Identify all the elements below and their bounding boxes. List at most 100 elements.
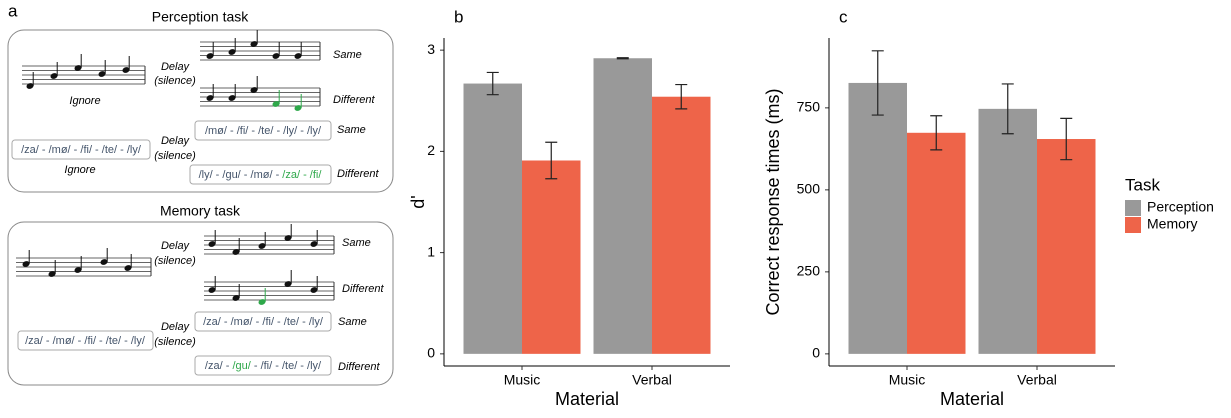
y-tick-label: 3 [427, 41, 435, 57]
same: Same [342, 237, 371, 249]
sequence-part: /za/ - [205, 360, 233, 372]
legend-title: Task [1125, 175, 1160, 194]
task-title: Perception task [152, 9, 249, 25]
bar [978, 108, 1037, 354]
sequence: /za/ - /mø/ - /fi/ - /te/ - /ly/ [25, 335, 146, 347]
sequence-box [194, 355, 332, 376]
different: Different [342, 283, 385, 295]
sequence: /za/ - /mø/ - /fi/ - /te/ - /ly/ [21, 144, 142, 156]
error-bar [930, 115, 943, 151]
sequence-part: /za/ - /mø/ - /fi/ - /te/ - /ly/ [21, 144, 142, 156]
same: Same [338, 316, 367, 328]
delay: Delay [161, 135, 191, 147]
sequence-part: /za/ - /mø/ - /fi/ - /te/ - /ly/ [25, 335, 146, 347]
note [98, 71, 106, 77]
y-tick-label: 1 [427, 243, 435, 259]
different: Different [338, 361, 381, 373]
x-tick-label: Music [504, 372, 541, 388]
note [48, 271, 56, 277]
error-bar [1060, 117, 1073, 161]
x-tick-label: Verbal [1017, 372, 1057, 388]
delay: Delay [161, 61, 191, 73]
sequence-part: /za/ - /fi/ [282, 169, 322, 181]
note [232, 295, 240, 301]
sequence-part: /ly/ - /gu/ - /mø/ - [199, 169, 283, 181]
note [284, 235, 292, 241]
sequence-part: /mø/ - /fi/ - /te/ - /ly/ - /ly/ [205, 125, 322, 137]
x-tick-label: Verbal [632, 372, 672, 388]
note [74, 267, 82, 273]
note [228, 49, 236, 55]
sequence-part: /za/ - /mø/ - /fi/ - /te/ - /ly/ [203, 316, 324, 328]
error-bar [1001, 83, 1014, 135]
sequence: /za/ - /mø/ - /fi/ - /te/ - /ly/ [203, 316, 324, 328]
note [250, 41, 258, 47]
note [208, 287, 216, 293]
sequence-box [189, 164, 332, 185]
note [122, 67, 130, 73]
sequence-box [194, 311, 332, 332]
legend-swatch [1125, 217, 1141, 233]
note [206, 95, 214, 101]
panel-label: a [8, 1, 18, 20]
delay: (silence) [154, 336, 196, 348]
note [258, 299, 266, 305]
bar [907, 132, 966, 354]
y-tick-label: 2 [427, 142, 435, 158]
task-box [7, 29, 394, 193]
bar [463, 83, 522, 354]
panel-label: b [454, 7, 463, 26]
note [124, 265, 132, 271]
sequence-box [194, 120, 332, 141]
note [284, 281, 292, 287]
sequence: /mø/ - /fi/ - /te/ - /ly/ - /ly/ [205, 125, 322, 137]
note [228, 95, 236, 101]
legend-label: Memory [1147, 216, 1198, 232]
y-tick-label: 0 [812, 345, 820, 361]
ignore: Ignore [69, 95, 100, 107]
y-axis-label: Correct response times (ms) [763, 88, 783, 315]
note [294, 53, 302, 59]
note [294, 105, 302, 111]
bar [522, 160, 581, 354]
same: Same [337, 124, 366, 136]
error-bar [675, 83, 688, 110]
sequence-part: /gu/ [232, 360, 251, 372]
sequence-box [11, 139, 151, 160]
bar [593, 58, 652, 354]
legend-label: Perception [1147, 199, 1214, 215]
task-box [7, 221, 394, 386]
note [250, 87, 258, 93]
note [22, 261, 30, 267]
sequence-box [17, 330, 154, 351]
x-tick-label: Music [889, 372, 926, 388]
delay: Delay [161, 240, 191, 252]
task-title: Memory task [160, 203, 241, 219]
x-axis-label: Material [555, 389, 619, 409]
note [310, 287, 318, 293]
error-bar [871, 50, 884, 116]
ignore: Ignore [64, 164, 95, 176]
bar [1037, 139, 1096, 354]
note [206, 53, 214, 59]
bar [652, 96, 711, 354]
y-tick-label: 0 [427, 345, 435, 361]
note [272, 53, 280, 59]
delay: (silence) [154, 255, 196, 267]
y-tick-label: 500 [797, 181, 821, 197]
error-bar [545, 141, 558, 180]
error-bar [616, 57, 629, 60]
bar [848, 82, 907, 354]
note [258, 243, 266, 249]
different: Different [337, 168, 380, 180]
y-tick-label: 250 [797, 263, 821, 279]
note [232, 249, 240, 255]
note [208, 241, 216, 247]
sequence: /ly/ - /gu/ - /mø/ - /za/ - /fi/ [199, 169, 323, 181]
sequence-part: - /fi/ - /te/ - /ly/ [251, 360, 322, 372]
note [26, 83, 34, 89]
y-tick-label: 750 [797, 99, 821, 115]
x-axis-label: Material [940, 389, 1004, 409]
different: Different [333, 94, 376, 106]
